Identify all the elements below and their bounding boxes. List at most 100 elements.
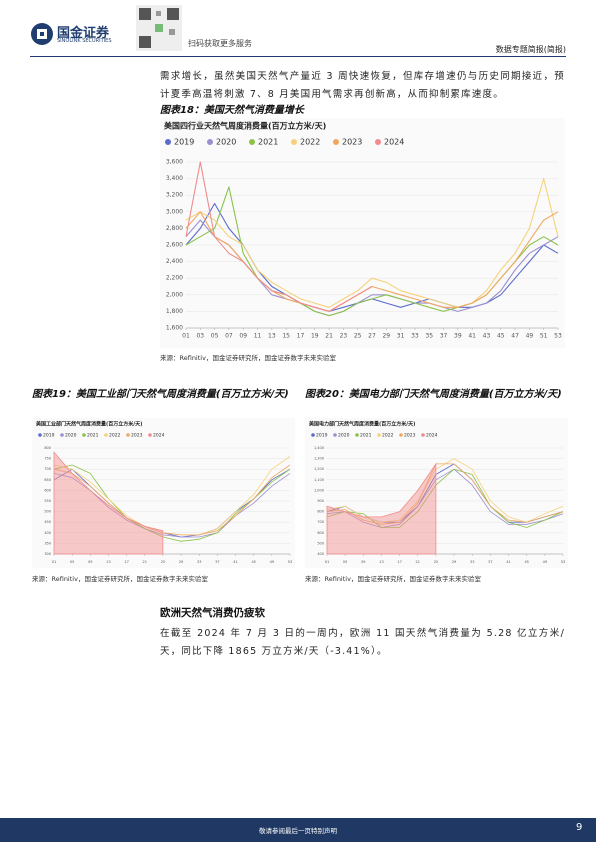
x-tick-label: 53 <box>288 560 292 564</box>
x-tick-label: 41 <box>506 560 510 564</box>
x-tick-label: 13 <box>106 560 110 564</box>
legend-swatch <box>207 139 213 145</box>
legend-swatch <box>311 433 315 437</box>
x-tick-label: 03 <box>196 333 204 340</box>
y-tick-label: 2,000 <box>166 291 183 298</box>
legend-swatch <box>104 433 108 437</box>
x-tick-label: 41 <box>468 333 476 340</box>
paragraph: 需求增长，虽然美国天然气产量近 3 周快速恢复，但库存增速仍与历史同期接近，预计… <box>160 71 565 100</box>
x-tick-label: 33 <box>411 333 419 340</box>
legend-swatch <box>126 433 130 437</box>
report-type: 数据专题简报(简报) <box>495 45 566 54</box>
x-tick-label: 29 <box>452 560 456 564</box>
x-tick-label: 35 <box>425 333 433 340</box>
series-line <box>185 161 373 312</box>
x-tick-label: 25 <box>354 333 362 340</box>
legend-label: 2024 <box>153 433 165 439</box>
y-tick-label: 3,400 <box>166 175 183 182</box>
x-tick-label: 09 <box>88 560 92 564</box>
x-tick-label: 27 <box>368 333 376 340</box>
x-tick-label: 21 <box>143 560 147 564</box>
x-tick-label: 49 <box>543 560 547 564</box>
x-tick-label: 05 <box>70 560 74 564</box>
series-line <box>326 463 564 525</box>
y-tick-label: 500 <box>317 541 324 545</box>
y-tick-label: 300 <box>44 552 51 556</box>
legend-label: 2019 <box>43 433 55 439</box>
legend-label: 2019 <box>316 433 328 439</box>
figure-caption: 图表20：美国电力部门天然气周度消费量(百万立方米/天) <box>305 389 562 400</box>
y-tick-label: 2,200 <box>166 275 183 282</box>
footer-bar <box>0 818 596 842</box>
brand: 国金证券 <box>57 26 110 41</box>
source: 来源：Refinitiv，国金证券研究所，国金证券数字未来实验室 <box>32 575 208 583</box>
legend-label: 2024 <box>426 433 438 439</box>
legend-label: 2020 <box>338 433 350 439</box>
x-tick-label: 13 <box>268 333 276 340</box>
y-tick-label: 700 <box>44 467 51 471</box>
x-tick-label: 09 <box>239 333 247 340</box>
x-tick-label: 33 <box>470 560 474 564</box>
chart-background <box>305 418 568 568</box>
y-tick-label: 400 <box>317 552 324 556</box>
figure-caption: 图表18：美国天然气消费量增长 <box>160 105 304 116</box>
y-tick-label: 700 <box>317 520 324 524</box>
x-tick-label: 05 <box>343 560 347 564</box>
legend-label: 2021 <box>87 433 99 439</box>
y-tick-label: 650 <box>44 478 51 482</box>
legend-swatch <box>148 433 152 437</box>
legend-swatch <box>333 139 339 145</box>
legend-label: 2020 <box>216 138 236 147</box>
legend-label: 2023 <box>131 433 143 439</box>
chart-title: 美国工业部门天然气周度消费量(百万立方米/天) <box>36 421 142 428</box>
y-tick-label: 1,800 <box>166 308 183 315</box>
y-tick-label: 450 <box>44 520 51 524</box>
logo <box>31 23 53 45</box>
y-tick-label: 3,600 <box>166 159 183 166</box>
x-tick-label: 25 <box>434 560 438 564</box>
x-tick-label: 13 <box>379 560 383 564</box>
legend-label: 2022 <box>109 433 121 439</box>
legend-label: 2022 <box>382 433 394 439</box>
x-tick-label: 01 <box>52 560 56 564</box>
legend-label: 2021 <box>360 433 372 439</box>
y-tick-label: 1,200 <box>314 467 324 471</box>
y-tick-label: 1,100 <box>314 478 324 482</box>
x-tick-label: 05 <box>211 333 219 340</box>
legend-label: 2023 <box>404 433 416 439</box>
x-tick-label: 43 <box>483 333 491 340</box>
x-tick-label: 31 <box>397 333 405 340</box>
x-tick-label: 41 <box>233 560 237 564</box>
footer-disclaimer: 敬请参阅最后一页特别声明 <box>259 827 337 835</box>
brand-en: SINOLINK SECURITIES <box>57 38 112 44</box>
x-tick-label: 19 <box>311 333 319 340</box>
x-tick-label: 51 <box>540 333 548 340</box>
x-tick-label: 53 <box>561 560 565 564</box>
x-tick-label: 39 <box>454 333 462 340</box>
series-area <box>53 451 164 555</box>
x-tick-label: 45 <box>251 560 255 564</box>
y-tick-label: 350 <box>44 541 51 545</box>
x-tick-label: 45 <box>524 560 528 564</box>
series-line <box>185 178 559 308</box>
source: 来源：Refinitiv，国金证券研究所，国金证券数字未来实验室 <box>160 354 336 362</box>
legend-swatch <box>38 433 42 437</box>
chart-title: 美国四行业天然气周度消费量(百万立方米/天) <box>164 121 326 131</box>
series-line <box>326 468 564 528</box>
legend-swatch <box>421 433 425 437</box>
x-tick-label: 47 <box>511 333 519 340</box>
qr-text: 扫码获取更多服务 <box>188 39 252 48</box>
figure-caption: 图表19：美国工业部门天然气周度消费量(百万立方米/天) <box>32 389 289 400</box>
x-tick-label: 29 <box>179 560 183 564</box>
chart: 美国电力部门天然气周度消费量(百万立方米/天) 2019 2020 2021 2022 2… <box>305 418 568 568</box>
x-tick-label: 33 <box>197 560 201 564</box>
legend-swatch <box>333 433 337 437</box>
y-tick-label: 1,600 <box>166 325 183 332</box>
y-tick-label: 900 <box>317 499 324 503</box>
y-tick-label: 1,300 <box>314 457 324 461</box>
chart-title: 美国电力部门天然气周度消费量(百万立方米/天) <box>309 421 415 428</box>
legend-swatch <box>291 139 297 145</box>
x-tick-label: 53 <box>554 333 562 340</box>
x-tick-label: 01 <box>182 333 190 340</box>
